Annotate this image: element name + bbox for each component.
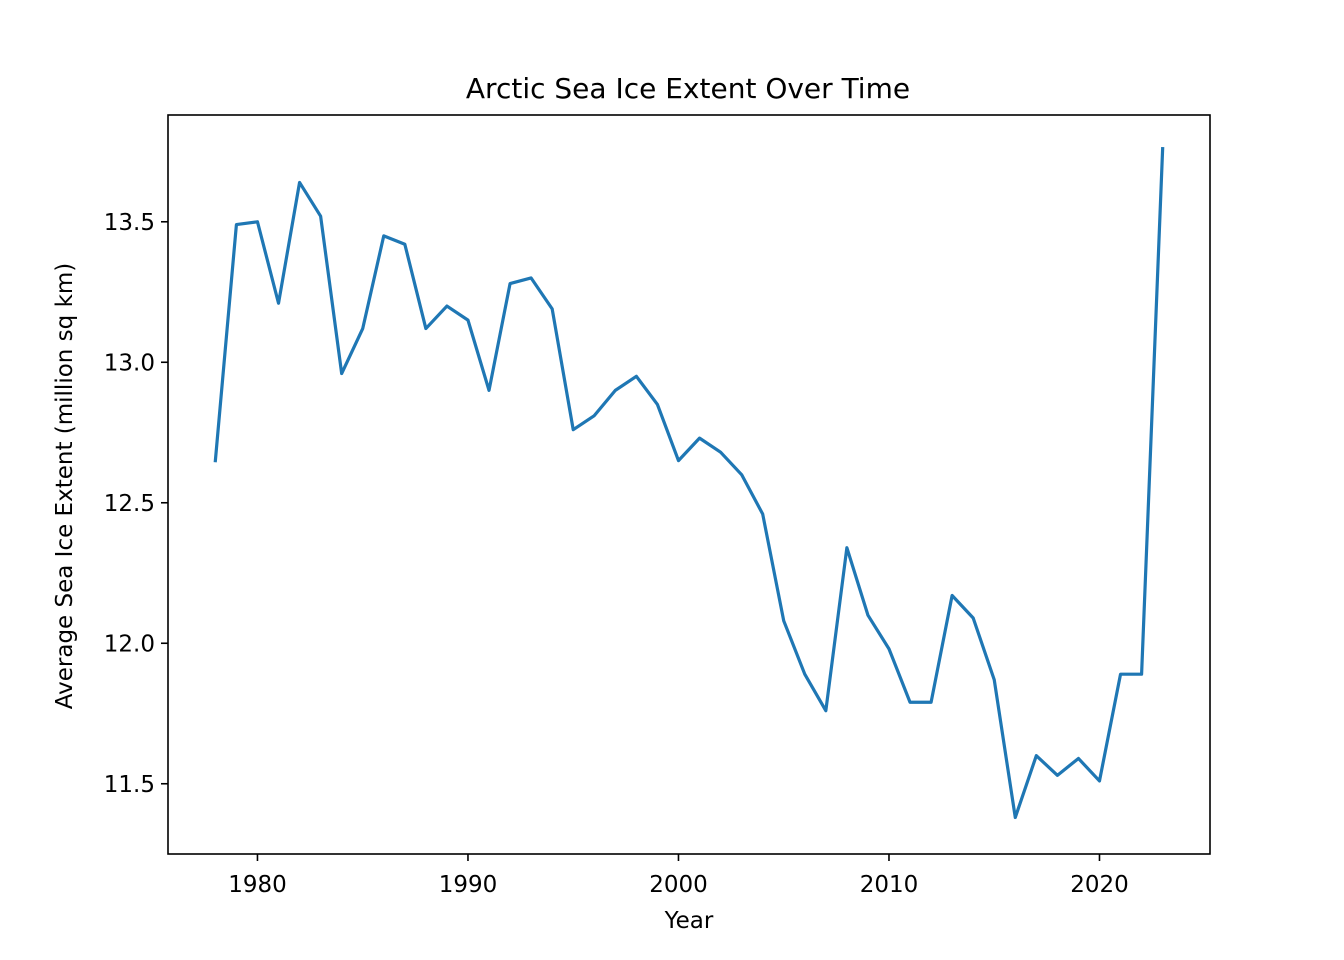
- data-point: [445, 304, 449, 308]
- x-axis-label: Year: [664, 908, 714, 934]
- data-point: [761, 512, 764, 516]
- data-point: [319, 214, 322, 218]
- data-point: [1014, 816, 1017, 819]
- data-point: [1140, 672, 1143, 676]
- data-point: [698, 436, 701, 440]
- series-line: [213, 147, 1165, 820]
- data-point: [340, 372, 343, 375]
- data-point: [466, 318, 470, 322]
- data-point: [929, 701, 933, 704]
- series-layer: [213, 147, 1165, 820]
- x-tick-label: 1980: [228, 872, 287, 898]
- data-point: [950, 594, 954, 597]
- data-point: [803, 672, 806, 676]
- x-tick-label: 1990: [439, 872, 498, 898]
- data-point: [529, 276, 533, 280]
- data-point: [403, 243, 407, 246]
- data-point: [508, 282, 512, 285]
- y-tick-label: 12.0: [104, 631, 155, 657]
- data-point: [887, 647, 891, 651]
- y-tick-label: 13.5: [104, 210, 155, 236]
- data-point: [740, 473, 743, 476]
- data-point: [656, 403, 659, 406]
- data-point: [298, 181, 301, 184]
- data-point: [614, 389, 617, 392]
- data-point: [908, 701, 912, 704]
- data-point: [635, 375, 638, 378]
- data-point: [1098, 779, 1101, 783]
- x-tick-label: 2020: [1070, 872, 1129, 898]
- data-point: [1119, 672, 1122, 676]
- y-tick-label: 12.5: [104, 491, 155, 517]
- data-point: [782, 619, 785, 622]
- data-point: [1056, 774, 1059, 777]
- x-tick-label: 2010: [860, 872, 919, 898]
- y-tick-label: 11.5: [104, 772, 155, 798]
- data-point: [1077, 757, 1080, 760]
- data-point: [1161, 147, 1164, 150]
- data-point: [845, 546, 849, 549]
- data-point: [487, 389, 491, 392]
- data-point: [866, 613, 870, 617]
- data-point: [824, 709, 828, 712]
- y-tick-label: 13.0: [104, 350, 155, 376]
- data-point: [971, 616, 975, 620]
- data-point: [277, 302, 280, 305]
- data-point: [719, 450, 722, 454]
- data-point: [572, 428, 575, 431]
- data-point: [382, 234, 385, 238]
- x-tick-label: 2000: [649, 872, 708, 898]
- data-point: [424, 327, 428, 330]
- data-point: [256, 220, 259, 223]
- data-point: [1035, 754, 1038, 757]
- plot-area-frame: [167, 114, 1211, 855]
- y-axis-label: Average Sea Ice Extent (million sq km): [52, 263, 78, 710]
- chart-title: Arctic Sea Ice Extent Over Time: [466, 72, 910, 105]
- data-point: [993, 678, 996, 681]
- axis-ticks: 1980 1990 2000 2010 2020 11.5 12.0 12.5 13.0 13.5: [104, 210, 1129, 898]
- data-point: [550, 307, 554, 311]
- data-point: [593, 414, 596, 417]
- data-point: [677, 459, 680, 462]
- data-point: [361, 327, 364, 330]
- data-point: [214, 459, 217, 462]
- data-point: [235, 223, 238, 226]
